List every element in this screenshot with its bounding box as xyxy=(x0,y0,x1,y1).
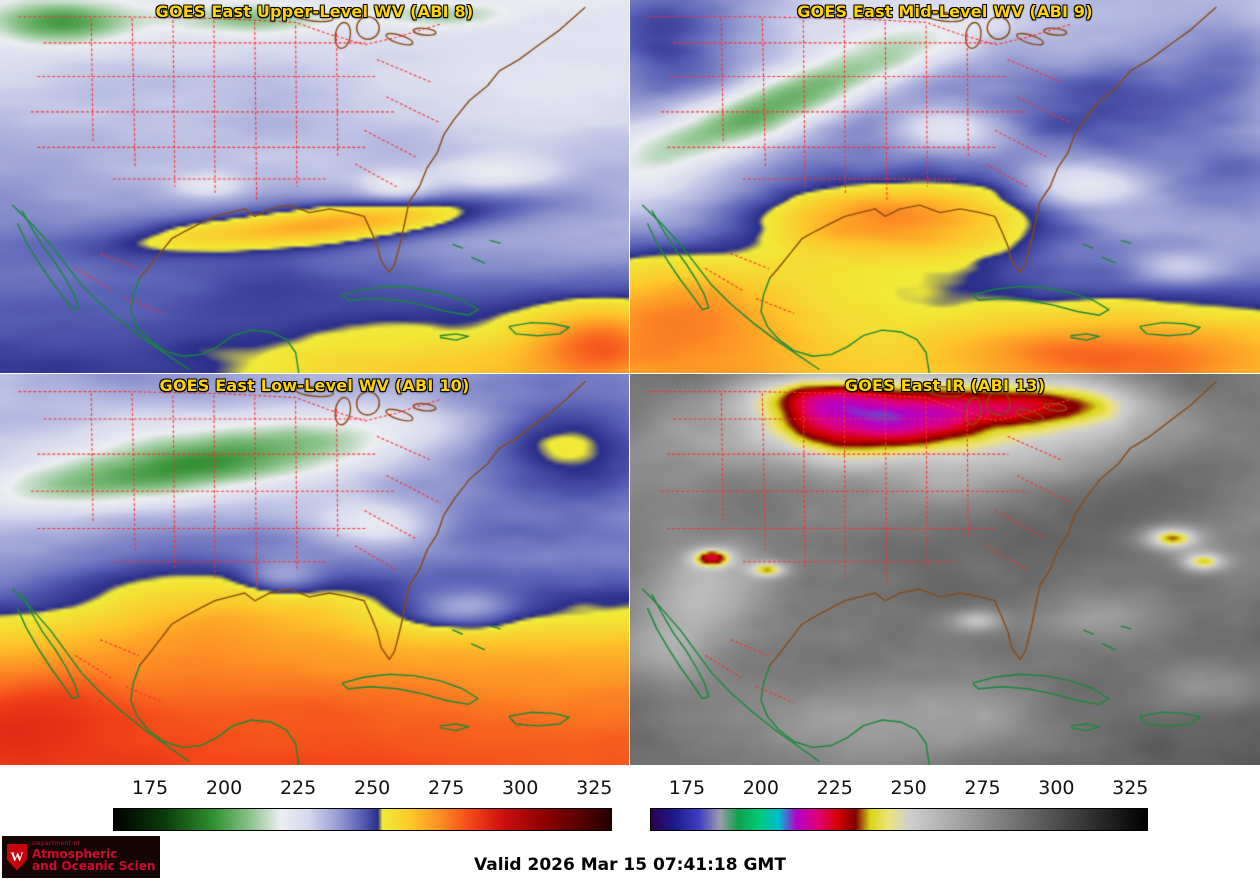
tick-label: 225 xyxy=(279,777,317,799)
panel-title-upper-level-wv: GOES East Upper-Level WV (ABI 8) xyxy=(155,2,474,21)
satellite-image-low-level-wv xyxy=(0,374,629,765)
satellite-image-mid-level-wv xyxy=(630,0,1260,373)
tick-label: 250 xyxy=(353,777,391,799)
uw-aos-logo: W Department of Atmospheric and Oceanic … xyxy=(2,836,160,878)
tick-label: 275 xyxy=(964,777,1001,799)
panel-mid-level-wv: GOES East Mid-Level WV (ABI 9) xyxy=(630,0,1260,373)
ir-colorbar xyxy=(650,808,1148,831)
wv-colorbar xyxy=(113,808,612,831)
crest-letter: W xyxy=(10,849,24,864)
tick-label: 175 xyxy=(668,777,706,799)
wv-colorbar-group: 175 200 225 250 275 300 325 xyxy=(113,765,612,881)
ir-colorbar-group: 175 200 225 250 275 300 325 xyxy=(650,765,1148,881)
tick-label: 275 xyxy=(428,777,465,799)
tick-label: 250 xyxy=(890,777,927,799)
satellite-panel-grid: GOES East Upper-Level WV (ABI 8) GOES Ea… xyxy=(0,0,1260,765)
panel-title-ir: GOES East IR (ABI 13) xyxy=(844,376,1046,395)
logo-department-label: Department of xyxy=(32,841,80,848)
tick-label: 325 xyxy=(576,777,613,799)
footer: 175 200 225 250 275 300 325 175 200 225 … xyxy=(0,765,1260,881)
satellite-image-ir xyxy=(630,374,1260,765)
logo-name-line2: and Oceanic Sciences xyxy=(32,859,155,873)
tick-label: 175 xyxy=(131,777,169,799)
uw-crest-icon: W xyxy=(7,843,27,871)
wv-colorbar-ticks: 175 200 225 250 275 300 325 xyxy=(113,777,612,803)
ir-colorbar-ticks: 175 200 225 250 275 300 325 xyxy=(650,777,1149,803)
tick-label: 325 xyxy=(1112,777,1149,799)
logo-text: Department of Atmospheric and Oceanic Sc… xyxy=(32,841,155,872)
tick-label: 225 xyxy=(816,777,853,799)
panel-ir: GOES East IR (ABI 13) xyxy=(630,374,1260,765)
tick-label: 300 xyxy=(502,777,539,799)
tick-label: 200 xyxy=(742,777,779,799)
tick-label: 300 xyxy=(1038,777,1075,799)
panel-low-level-wv: GOES East Low-Level WV (ABI 10) xyxy=(0,374,629,765)
tick-label: 200 xyxy=(205,777,243,799)
panel-title-low-level-wv: GOES East Low-Level WV (ABI 10) xyxy=(159,376,470,395)
panel-upper-level-wv: GOES East Upper-Level WV (ABI 8) xyxy=(0,0,629,373)
panel-title-mid-level-wv: GOES East Mid-Level WV (ABI 9) xyxy=(797,2,1093,21)
satellite-image-upper-level-wv xyxy=(0,0,629,373)
logo-name-line1: Atmospheric xyxy=(32,846,118,861)
valid-time-label: Valid 2026 Mar 15 07:41:18 GMT xyxy=(474,855,786,875)
